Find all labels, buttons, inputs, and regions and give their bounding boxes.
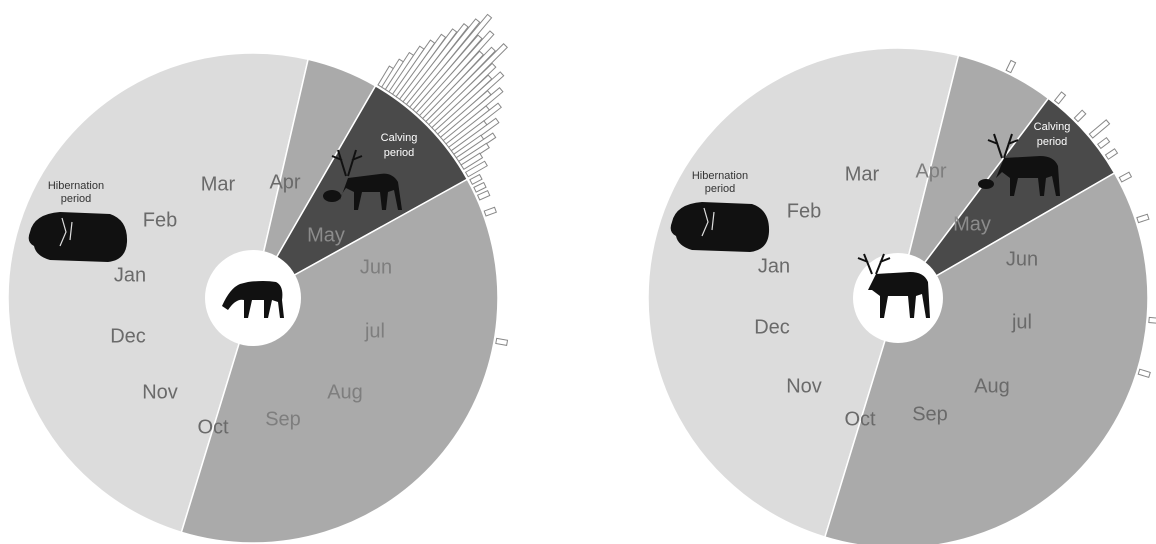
annotation: period <box>61 193 92 205</box>
panel-left <box>7 13 509 544</box>
count-bar <box>1005 59 1017 74</box>
period-sector <box>7 52 310 534</box>
count-bar <box>1148 316 1156 324</box>
month-label: Dec <box>754 316 790 338</box>
count-bar <box>1073 109 1087 123</box>
count-bar <box>476 190 491 201</box>
month-label: jul <box>364 320 385 342</box>
month-label: Feb <box>787 200 821 222</box>
month-label: Jan <box>758 255 790 277</box>
month-label: Oct <box>197 416 229 438</box>
count-bar <box>434 71 505 136</box>
count-bar <box>405 18 481 109</box>
count-bar <box>1118 171 1133 183</box>
month-label: Sep <box>912 403 948 425</box>
month-label: Jun <box>1006 248 1038 270</box>
month-label: May <box>307 224 345 246</box>
count-bar <box>469 173 483 186</box>
count-bar <box>428 62 497 129</box>
count-bar <box>409 13 493 112</box>
month-label: Aug <box>327 381 363 403</box>
count-bar <box>450 117 500 156</box>
month-label: Oct <box>844 408 876 430</box>
period-sector <box>647 47 960 539</box>
count-bar <box>460 152 484 171</box>
annotation: Hibernation <box>692 170 748 182</box>
annotation: Calving <box>1034 121 1071 133</box>
deer-icon <box>222 133 1060 318</box>
count-bar <box>1053 91 1067 105</box>
month-label: Nov <box>142 381 178 403</box>
count-bar <box>1096 136 1111 150</box>
count-bar <box>439 87 504 142</box>
count-bar <box>412 34 483 114</box>
count-bar <box>1104 148 1119 160</box>
annotation: period <box>1037 136 1068 148</box>
month-label: Jan <box>114 264 146 286</box>
center-circle <box>853 253 943 343</box>
month-label: Aug <box>974 375 1010 397</box>
annotation: Hibernation <box>48 180 104 192</box>
count-bar <box>483 206 497 217</box>
bear-icon <box>28 202 770 262</box>
period-sector <box>823 171 1149 544</box>
period-sector <box>180 178 499 544</box>
count-bar <box>1136 213 1150 224</box>
annotation: period <box>384 147 415 159</box>
count-bar <box>425 43 508 126</box>
count-bar <box>473 181 487 193</box>
month-label: Sep <box>265 408 301 430</box>
count-bar <box>402 23 469 106</box>
month-label: Mar <box>201 173 236 195</box>
month-label: Mar <box>845 163 880 185</box>
month-label: Dec <box>110 325 146 347</box>
month-label: jul <box>1011 311 1032 333</box>
count-bar <box>415 30 495 117</box>
month-label: Jun <box>360 256 392 278</box>
count-bar <box>1088 119 1111 139</box>
count-bar <box>422 46 496 123</box>
month-label: Apr <box>269 171 300 193</box>
annotation: period <box>705 183 736 195</box>
month-label: Apr <box>915 160 946 182</box>
count-bar <box>445 102 502 149</box>
count-bar <box>458 142 490 167</box>
month-label: Nov <box>786 375 822 397</box>
count-bar <box>1137 368 1151 379</box>
count-bar <box>495 337 509 346</box>
annotation: Calving <box>381 132 418 144</box>
count-bar <box>464 160 488 178</box>
panel-right <box>647 47 1156 544</box>
month-label: May <box>953 213 991 235</box>
month-label: Feb <box>143 209 177 231</box>
count-bar <box>398 28 458 104</box>
count-bar <box>418 50 485 120</box>
count-bar <box>455 132 497 163</box>
